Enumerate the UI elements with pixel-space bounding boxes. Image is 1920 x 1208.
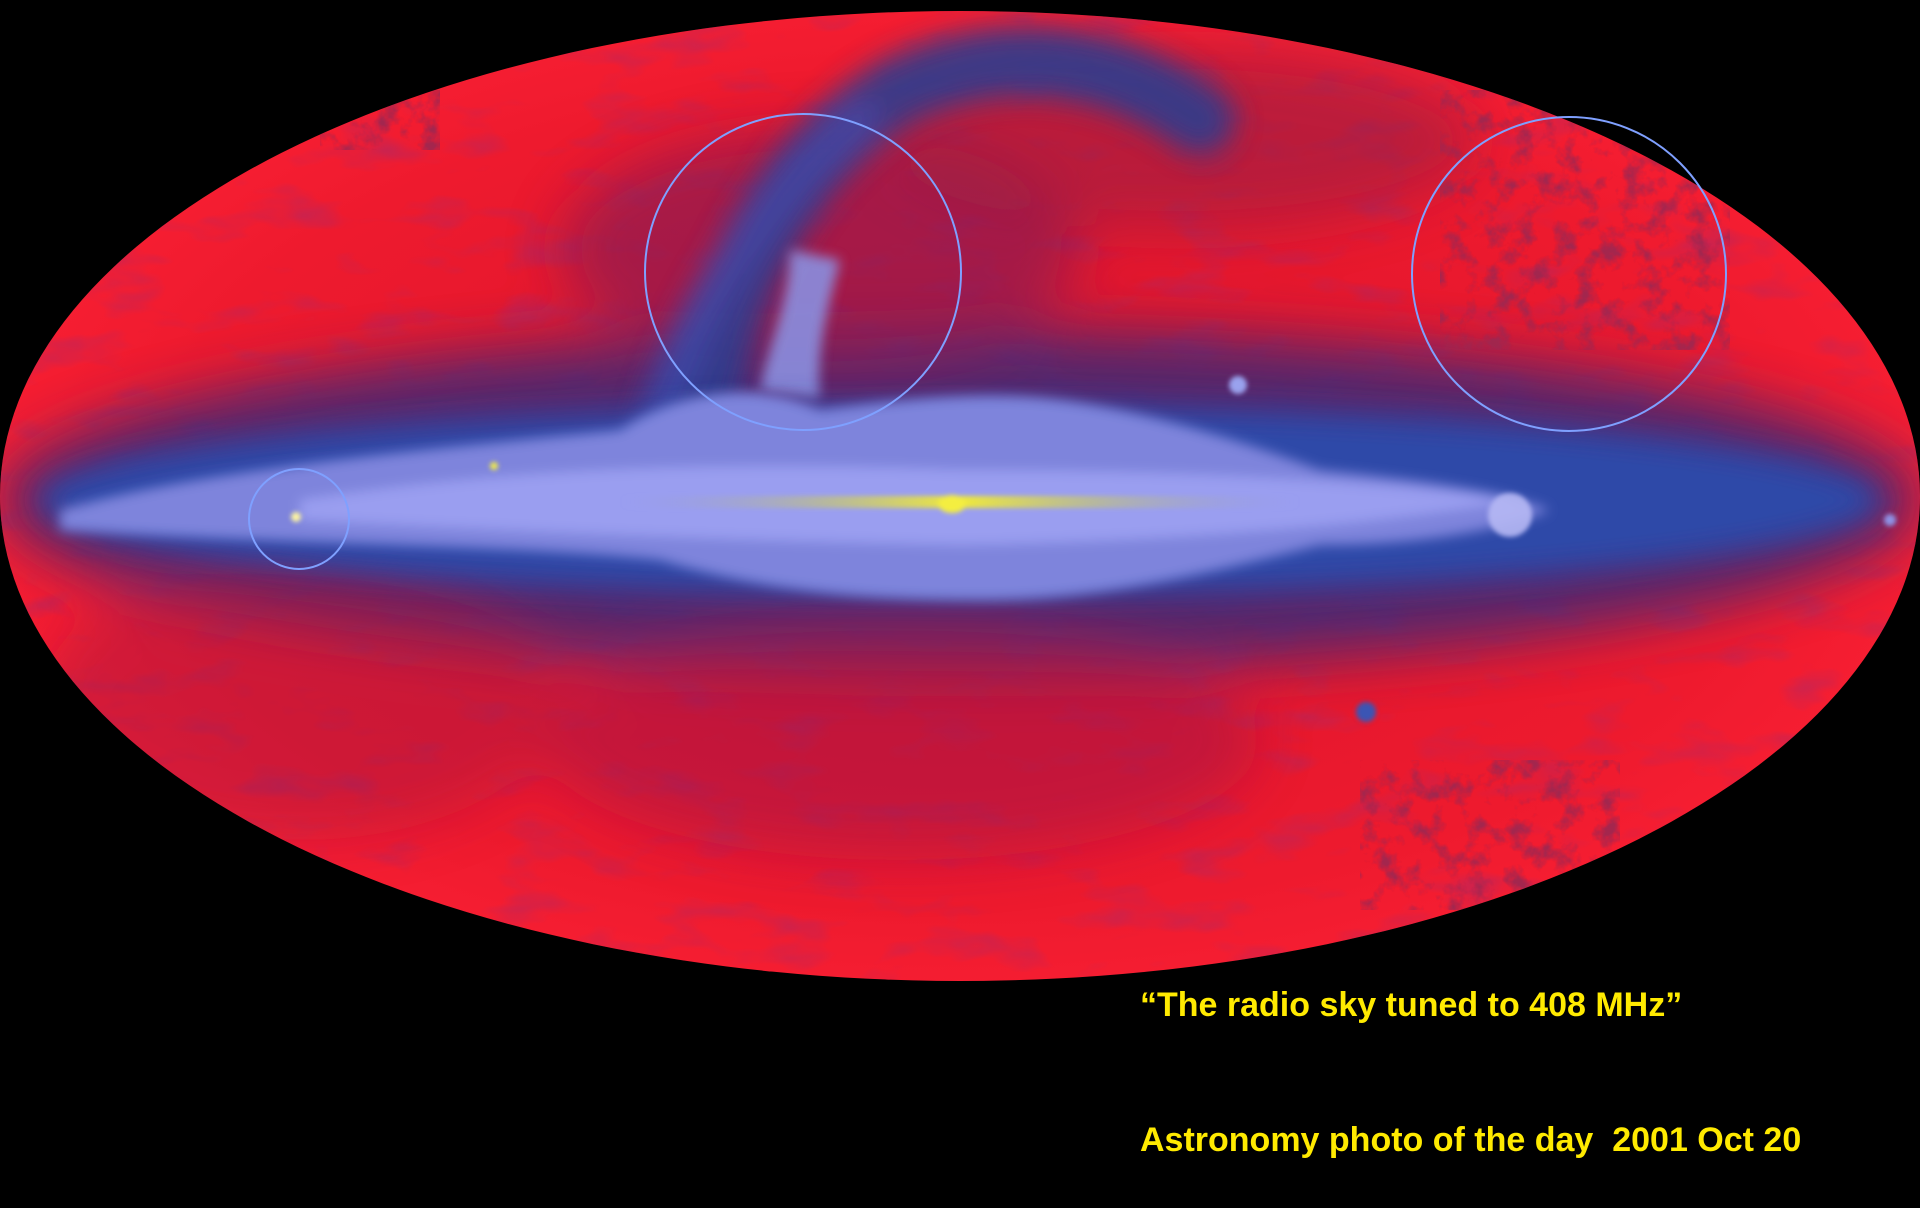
image-caption: “The radio sky tuned to 408 MHz” Astrono… <box>1140 893 1900 1208</box>
circle-upper-right <box>1411 116 1727 432</box>
radio-sky-map <box>0 11 1920 981</box>
circle-small-source <box>248 468 350 570</box>
caption-credit: Astronomy photo of the day 2001 Oct 20 <box>1140 1121 1802 1159</box>
circle-loop-i <box>644 113 962 431</box>
caption-title: “The radio sky tuned to 408 MHz” <box>1140 986 1683 1024</box>
sky-ellipse <box>0 11 1920 981</box>
